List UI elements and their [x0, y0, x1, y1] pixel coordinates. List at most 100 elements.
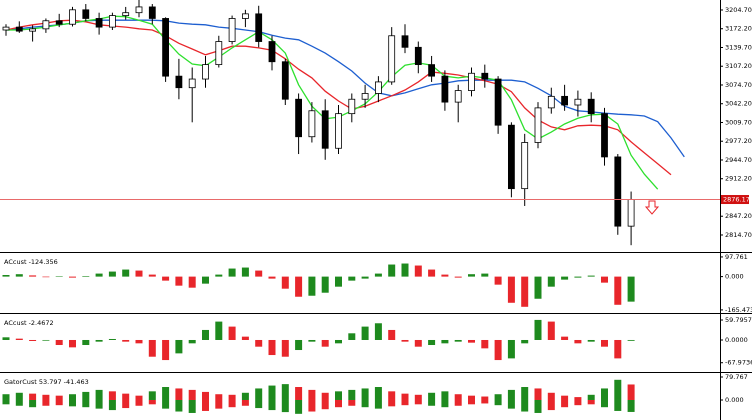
candle-body: [574, 98, 582, 106]
histogram-bar: [494, 339, 502, 361]
gator-bar: [521, 387, 529, 400]
gator-bar: [255, 388, 263, 400]
gator-bar: [15, 392, 23, 400]
histogram-bar: [69, 339, 76, 348]
candle-body: [521, 142, 529, 190]
histogram-bar: [175, 276, 183, 286]
y-tick-label: 3042.20: [725, 100, 752, 108]
panel-title: GatorCust 53.797 -41.463: [4, 378, 89, 386]
histogram-bar: [627, 276, 635, 302]
histogram-bar: [241, 267, 249, 277]
histogram-bar: [95, 339, 103, 342]
gator-bar: [15, 399, 23, 406]
candle-body: [374, 81, 382, 94]
histogram-bar: [468, 339, 475, 343]
gator-bar: [388, 399, 396, 407]
gator-bar: [2, 399, 10, 405]
sell-signal-arrow: [644, 200, 660, 215]
histogram-bar: [388, 264, 396, 277]
gator-bar: [361, 388, 369, 400]
histogram-bar: [228, 268, 236, 277]
histogram-bar: [15, 274, 23, 277]
histogram-bar: [29, 339, 37, 341]
histogram-bar: [122, 269, 130, 277]
gator-bar: [255, 399, 263, 409]
y-tick-label: 0.0000: [725, 336, 748, 344]
histogram-bar: [281, 276, 289, 289]
histogram-bar: [414, 265, 422, 277]
gator-bar: [507, 389, 515, 400]
candle-body: [414, 46, 422, 66]
gator-bar: [614, 399, 622, 411]
gator-bar: [627, 399, 635, 412]
gator-bar: [122, 393, 130, 400]
gator-bar: [268, 385, 276, 400]
gator-bar: [414, 394, 422, 400]
histogram-bar: [547, 321, 555, 340]
gator-bar: [69, 394, 76, 400]
candle-body: [255, 13, 263, 42]
histogram-bar: [108, 271, 116, 277]
gator-bar: [468, 395, 475, 400]
histogram-bar: [521, 339, 529, 344]
histogram-bar: [574, 276, 582, 278]
histogram-bar: [268, 339, 276, 356]
gator-bar: [281, 384, 289, 400]
gator-bar: [534, 399, 542, 413]
gator-bar: [55, 399, 63, 406]
histogram-bar: [148, 274, 156, 277]
gator-bar: [561, 399, 569, 408]
candle-body: [481, 72, 489, 80]
y-tick-label: 0.000: [725, 273, 744, 281]
gator-bar: [308, 399, 316, 412]
gator-bar: [428, 399, 436, 406]
gator-bar: [494, 394, 502, 400]
histogram-bar: [2, 337, 10, 340]
gator-bar: [574, 399, 582, 406]
y-tick-label: -67.9736: [725, 359, 752, 367]
y-tick-label: 2814.70: [725, 231, 752, 239]
y-tick-label: 59.7957: [725, 316, 752, 324]
candle-body: [614, 156, 622, 227]
gator-bar: [361, 399, 369, 408]
histogram-bar: [414, 339, 422, 347]
candle-body: [534, 107, 542, 143]
candle-body: [109, 15, 116, 28]
histogram-bar: [454, 276, 462, 278]
histogram-bar: [122, 339, 130, 342]
price-label-box: [721, 195, 749, 205]
gator-bar: [348, 389, 356, 400]
gator-bar: [122, 399, 130, 409]
histogram-bar: [587, 275, 595, 277]
y-tick-label: 3172.20: [725, 25, 752, 33]
candle-body: [507, 124, 515, 190]
histogram-bar: [561, 276, 569, 280]
histogram-bar: [202, 276, 209, 284]
y-tick-label: 3107.20: [725, 62, 752, 70]
candle-body: [55, 20, 63, 25]
gator-bar: [401, 393, 409, 400]
candle-body: [295, 98, 303, 138]
gator-bar: [162, 387, 170, 400]
candle-body: [188, 78, 196, 89]
gator-bar: [574, 397, 582, 400]
gator-bar: [494, 399, 502, 406]
histogram-bar: [281, 339, 289, 357]
gator-bar: [428, 392, 436, 400]
gator-bar: [521, 399, 529, 412]
candle-body: [441, 75, 449, 103]
candle-body: [547, 95, 555, 109]
candle-body: [494, 78, 502, 126]
gator-bar: [215, 394, 223, 400]
histogram-bar: [574, 339, 582, 344]
candle-body: [361, 93, 369, 100]
candle-body: [308, 110, 316, 138]
histogram-bar: [494, 276, 502, 285]
candle-body: [228, 18, 236, 42]
gator-bar: [148, 391, 156, 400]
gator-bar: [135, 399, 143, 406]
gator-bar: [241, 392, 249, 400]
histogram-bar: [481, 273, 489, 277]
gator-bar: [321, 399, 329, 410]
histogram-bar: [534, 276, 542, 299]
